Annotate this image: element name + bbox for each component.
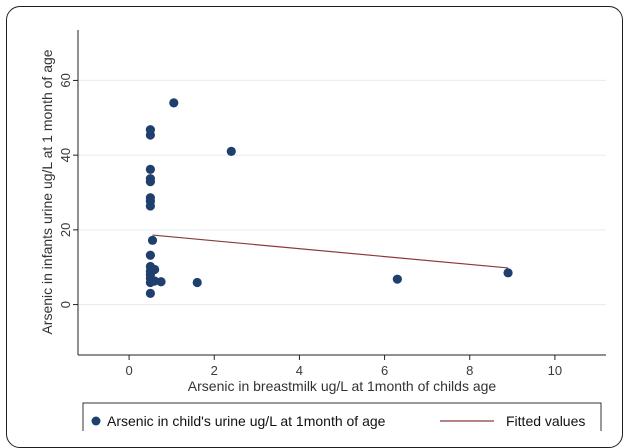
fitted-line [152,234,509,269]
scatter-point [156,277,166,287]
legend-marker-scatter [91,416,101,426]
scatter-point [145,164,155,174]
scatter-point [145,193,155,203]
plot-area [78,30,606,355]
x-axis-ticks: 0 2 4 6 8 10 [125,355,562,378]
scatter-point [145,250,155,260]
x-tick-label: 0 [125,363,132,378]
scatter-point [147,235,158,245]
y-axis-ticks: 0 20 40 60 [58,73,78,308]
scatter-point [503,268,513,278]
y-tick-label: 40 [58,148,73,162]
scatter-point [192,277,202,288]
gridlines [78,79,606,306]
y-tick-label: 0 [58,301,73,308]
scatter-point [392,274,402,284]
scatter-chart: 0 2 4 6 8 10 0 20 40 60 Arsenic in breastmilk ug… [39,30,606,431]
x-axis-label: Arsenic in breastmilk ug/L at 1month of … [188,378,497,394]
scatter-point [145,125,155,135]
legend-label-fitted: Fitted values [506,413,585,429]
y-tick-label: 60 [58,73,73,87]
legend: Arsenic in child's urine ug/L at 1month … [82,402,602,431]
x-tick-label: 4 [296,363,303,378]
scatter-point [226,146,236,157]
legend-label-scatter: Arsenic in child's urine ug/L at 1month … [107,413,386,429]
y-tick-label: 20 [58,223,73,237]
y-axis-label: Arsenic in infants urine ug/L at 1 month… [39,49,55,334]
scatter-point [150,264,160,275]
data-marks [145,98,513,298]
x-tick-label: 10 [548,363,562,378]
x-tick-label: 2 [211,363,218,378]
legend-box [82,402,602,431]
x-tick-label: 8 [466,363,473,378]
scatter-point [145,174,155,184]
scatter-point [169,98,179,108]
scatter-point [145,288,155,298]
x-tick-label: 6 [381,363,388,378]
